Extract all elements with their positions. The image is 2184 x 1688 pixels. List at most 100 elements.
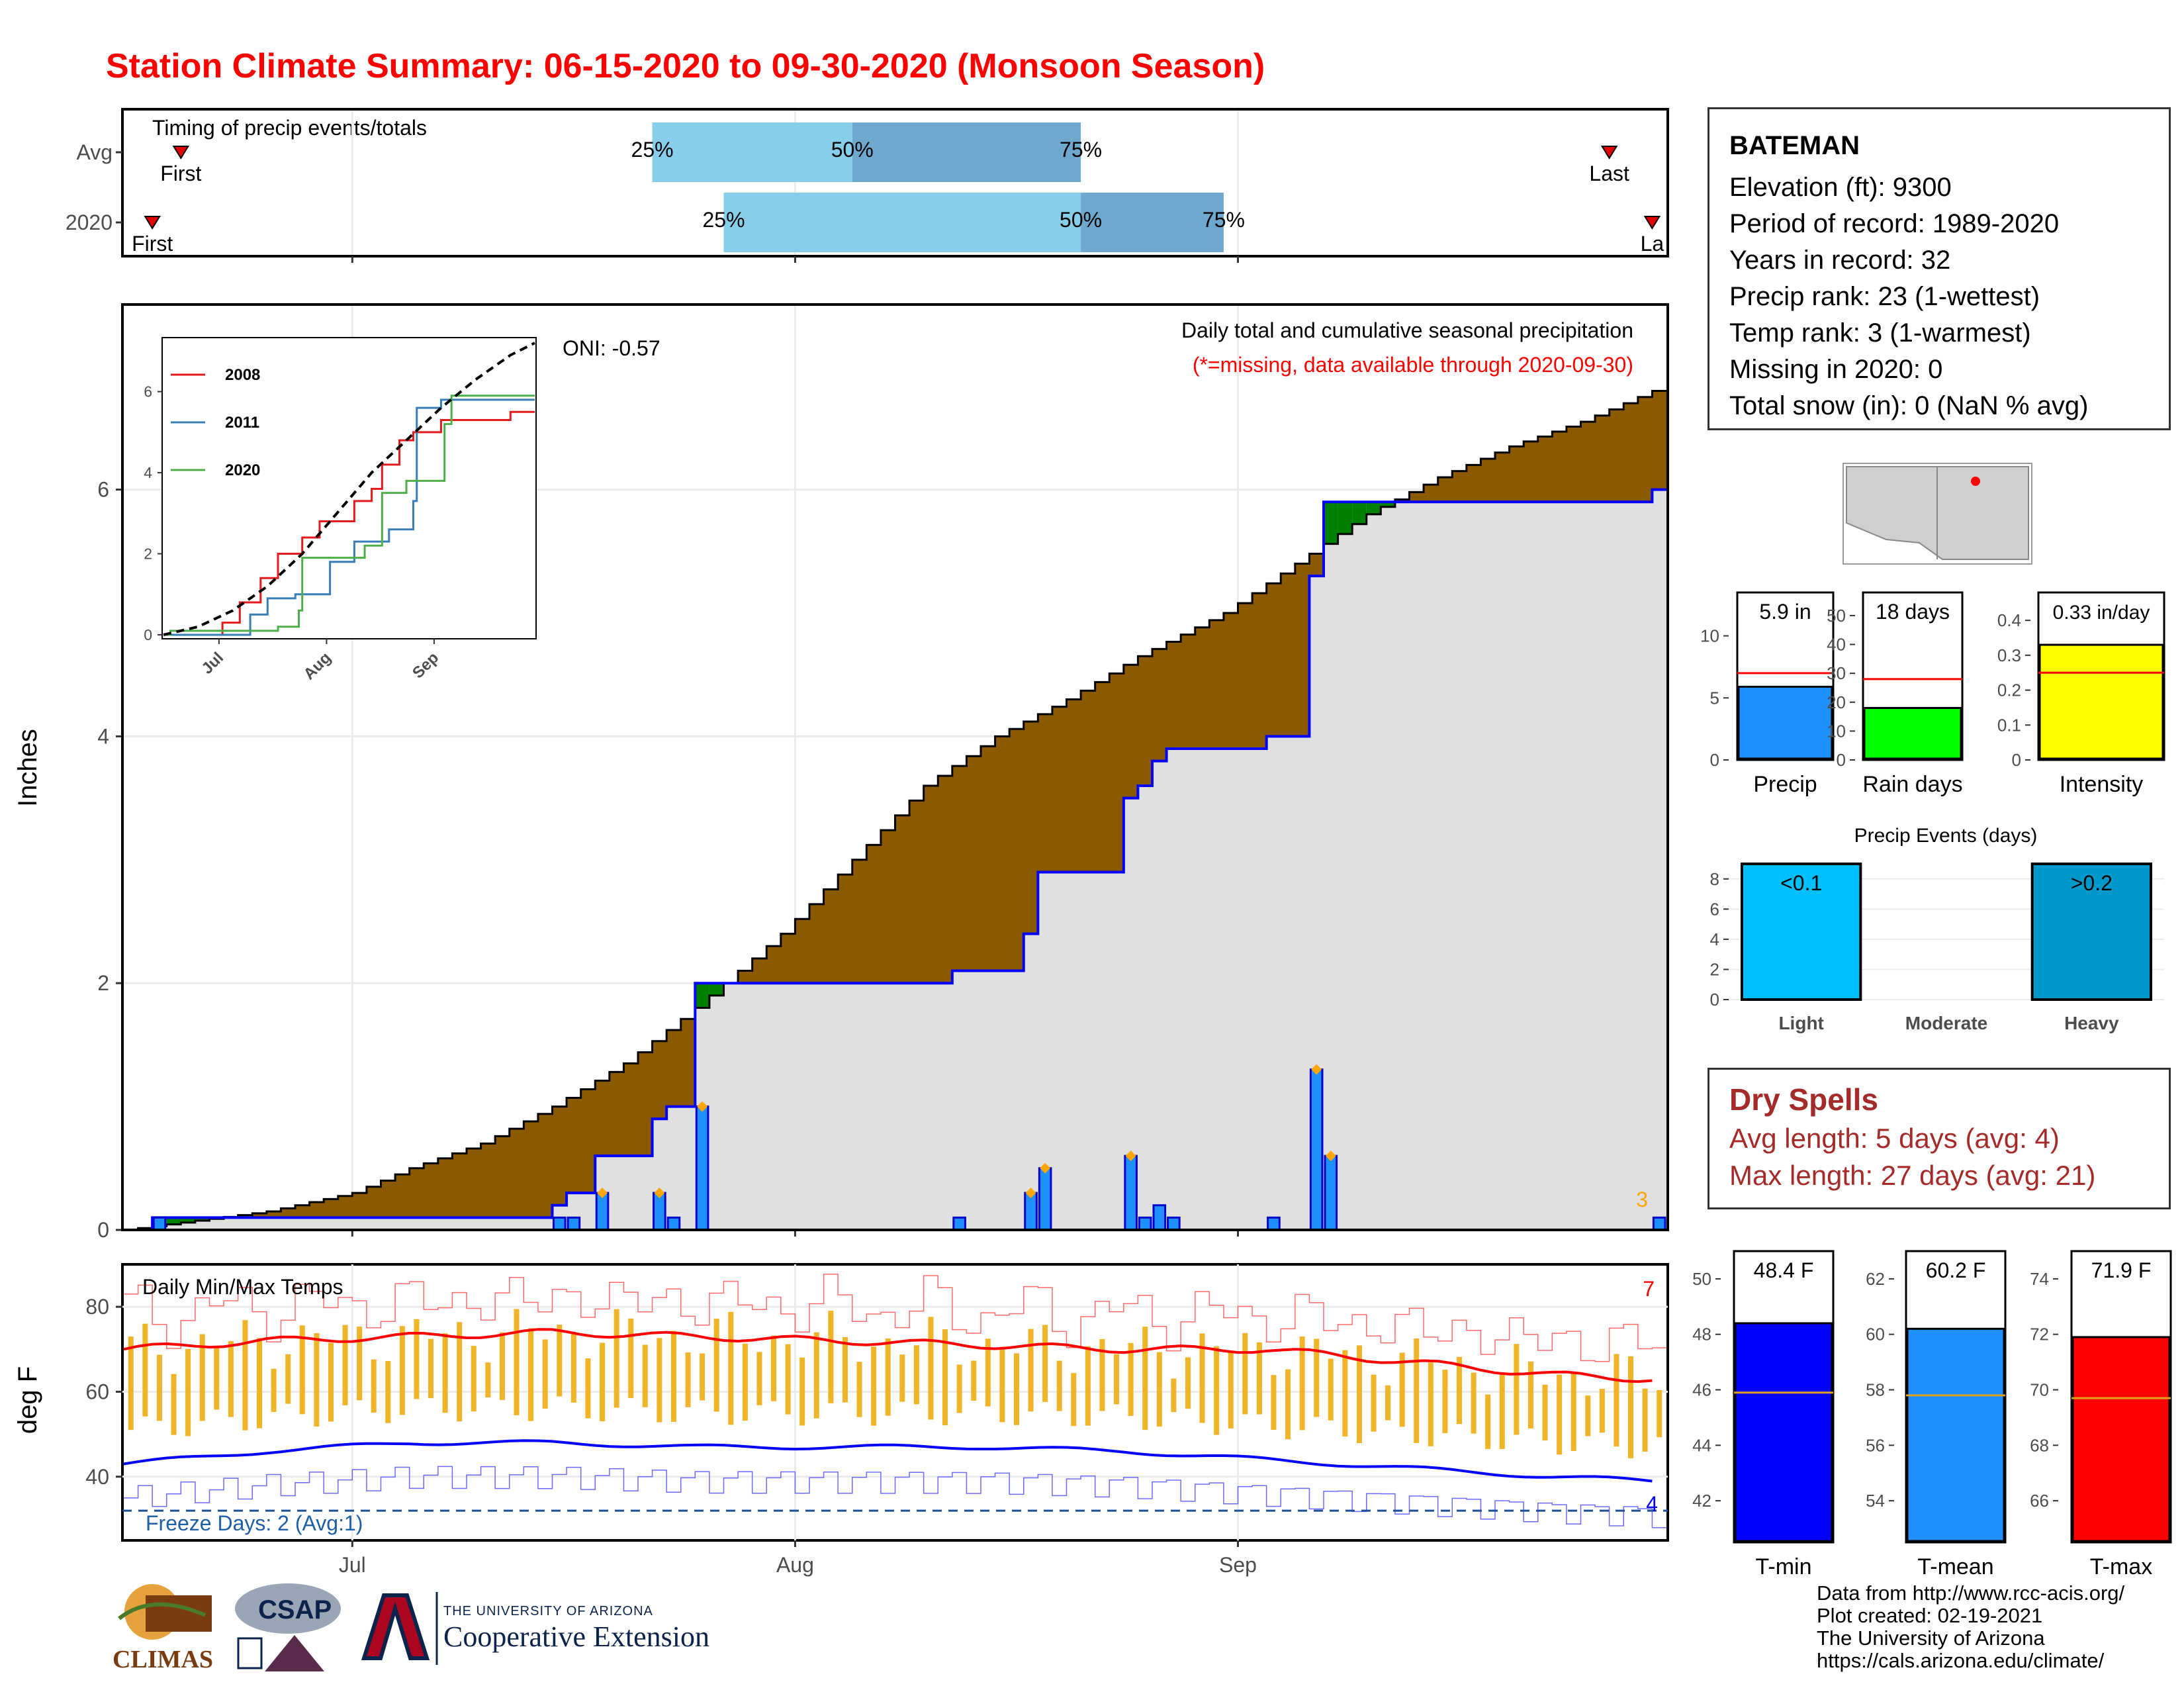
daily-temp-range-bar bbox=[1285, 1369, 1291, 1440]
daily-max-marker bbox=[1040, 1162, 1051, 1174]
inset-legend-label: 2008 bbox=[225, 366, 260, 384]
season-total-bars: 5.9 in 0 5 10 Precip 18 days 0 10 20 30 40 50 Rain d… bbox=[1700, 591, 2165, 797]
daily-temp-range-bar bbox=[956, 1364, 962, 1413]
daily-temp-range-bar bbox=[1585, 1395, 1591, 1436]
timing-row-label: Avg bbox=[76, 140, 113, 164]
mini-bar-y-tick-label: 70 bbox=[2030, 1380, 2049, 1400]
temp-ylabel: deg F bbox=[13, 1366, 42, 1434]
daily-precip-bar bbox=[567, 1216, 581, 1231]
dry-spells-avg: Avg length: 5 days (avg: 4) bbox=[1729, 1123, 2060, 1154]
daily-temp-range-bar bbox=[1471, 1372, 1477, 1434]
last-event-label: La bbox=[1641, 232, 1664, 256]
daily-temp-range-bar bbox=[813, 1332, 819, 1419]
daily-max-marker bbox=[1325, 1150, 1336, 1162]
daily-temp-range-bar bbox=[614, 1309, 619, 1408]
oni-label: ONI: -0.57 bbox=[563, 336, 660, 360]
temp-mean-bars: 48.4 F 42 44 46 48 50 T-min 60.2 F 54 56 58 60 62 T-m… bbox=[1692, 1250, 2172, 1579]
first-event-marker bbox=[144, 216, 161, 230]
csap-mountain bbox=[265, 1635, 324, 1671]
inset-legend-label: 2011 bbox=[225, 414, 259, 432]
events-y-tick-label: 0 bbox=[1710, 990, 1719, 1009]
csap-logo: CSAP bbox=[235, 1583, 341, 1671]
surplus-area bbox=[181, 1217, 195, 1223]
daily-temp-range-bar bbox=[1457, 1356, 1463, 1425]
timing-iqr-upper bbox=[852, 122, 1081, 182]
daily-temp-range-bar bbox=[1527, 1361, 1533, 1429]
temp-x-tick-label: Sep bbox=[1219, 1553, 1257, 1577]
event-category-label: Light bbox=[1778, 1013, 1823, 1033]
mini-bar-y-tick-label: 20 bbox=[1827, 692, 1846, 712]
daily-max-marker bbox=[1125, 1150, 1136, 1162]
daily-temp-range-bar bbox=[999, 1346, 1005, 1423]
event-bar-label: <0.1 bbox=[1780, 871, 1822, 895]
last-event-marker bbox=[1600, 146, 1618, 160]
daily-temp-range-bar bbox=[842, 1336, 848, 1403]
events-y-tick-label: 2 bbox=[1710, 959, 1719, 979]
precip-y-tick-label: 0 bbox=[97, 1218, 109, 1242]
daily-temp-range-bar bbox=[1514, 1344, 1520, 1435]
daily-temp-range-bar bbox=[1228, 1351, 1234, 1429]
mini-bar-y-tick-label: 0 bbox=[1710, 750, 1719, 770]
station-period: Period of record: 1989-2020 bbox=[1729, 209, 2060, 238]
first-event-label: First bbox=[160, 162, 201, 185]
mini-bar-y-tick-label: 46 bbox=[1692, 1380, 1711, 1400]
daily-precip-bar bbox=[1309, 1068, 1324, 1231]
dry-spells-box: Dry Spells Avg length: 5 days (avg: 4) M… bbox=[1707, 1068, 2171, 1209]
daily-temp-range-bar bbox=[499, 1332, 505, 1400]
credit-data-source: Data from http://www.rcc-acis.org/ bbox=[1817, 1581, 2125, 1605]
avg-tmin-line bbox=[123, 1439, 1653, 1483]
daily-temp-range-bar bbox=[156, 1354, 162, 1421]
surplus-area bbox=[695, 983, 709, 1008]
mini-bar-y-tick-label: 10 bbox=[1827, 721, 1846, 741]
page-title: Station Climate Summary: 06-15-2020 to 0… bbox=[106, 47, 1265, 85]
dry-spells-max: Max length: 27 days (avg: 21) bbox=[1729, 1160, 2096, 1191]
daily-temp-range-bar bbox=[785, 1344, 791, 1415]
daily-temp-range-bar bbox=[1614, 1354, 1619, 1447]
csap-cloud bbox=[235, 1583, 341, 1634]
surplus-area bbox=[166, 1217, 181, 1225]
daily-temp-range-bar bbox=[856, 1362, 862, 1417]
daily-temp-range-bar bbox=[428, 1338, 434, 1399]
daily-temp-range-bar bbox=[242, 1320, 248, 1430]
daily-temp-range-bar bbox=[628, 1318, 634, 1399]
climas-arc bbox=[118, 1602, 206, 1620]
daily-temp-range-bar bbox=[1399, 1352, 1405, 1427]
daily-temp-range-bar bbox=[328, 1342, 334, 1422]
station-years: Years in record: 32 bbox=[1729, 246, 1951, 275]
station-elevation: Elevation (ft): 9300 bbox=[1729, 173, 1952, 202]
timing-iqr-lower bbox=[723, 193, 1081, 252]
daily-temp-range-bar bbox=[1085, 1346, 1091, 1426]
temp-panel: 40 60 80 Jul Aug Sep Daily Min/Max Temps Free… bbox=[13, 1263, 1669, 1577]
daily-max-marker bbox=[1311, 1064, 1322, 1075]
dry-spells-title: Dry Spells bbox=[1729, 1082, 1878, 1117]
precip-y-tick-label: 2 bbox=[97, 971, 109, 995]
daily-temp-range-bar bbox=[928, 1317, 934, 1420]
climas-label: CLIMAS bbox=[113, 1646, 214, 1673]
precip-events-panel: Precip Events (days) 0 2 4 6 8 <0.1 Light Moder… bbox=[1710, 825, 2164, 1033]
mini-bar-category: Rain days bbox=[1862, 772, 1962, 797]
credit-university: The University of Arizona bbox=[1817, 1626, 2045, 1650]
timing-p25-label: 25% bbox=[702, 208, 745, 232]
mini-bar-category: Precip bbox=[1753, 772, 1817, 797]
events-title: Precip Events (days) bbox=[1854, 825, 2038, 847]
mini-bar-y-tick-label: 42 bbox=[1692, 1491, 1711, 1511]
mini-bar-y-tick-label: 30 bbox=[1827, 663, 1846, 683]
daily-precip-bar bbox=[553, 1216, 567, 1231]
surplus-area bbox=[1324, 502, 1338, 544]
mini-bar-value bbox=[1737, 685, 1833, 760]
daily-temp-range-bar bbox=[171, 1374, 177, 1435]
daily-temp-range-bar bbox=[585, 1358, 591, 1419]
daily-temp-range-bar bbox=[1299, 1336, 1305, 1430]
ua-logo bbox=[361, 1592, 438, 1665]
daily-temp-range-bar bbox=[642, 1344, 648, 1407]
surplus-area bbox=[1338, 502, 1353, 534]
inset-series-line bbox=[163, 342, 535, 636]
station-snow: Total snow (in): 0 (NaN % avg) bbox=[1729, 391, 2089, 420]
logo-strip: CSAP CLIMAS THE UNIVERSITY OF ARIZONA Co… bbox=[106, 1579, 741, 1685]
events-y-tick-label: 8 bbox=[1710, 869, 1719, 889]
daily-temp-range-bar bbox=[1099, 1338, 1105, 1411]
daily-temp-range-bar bbox=[871, 1346, 877, 1426]
daily-temp-range-bar bbox=[128, 1336, 134, 1430]
daily-temp-range-bar bbox=[657, 1338, 662, 1423]
